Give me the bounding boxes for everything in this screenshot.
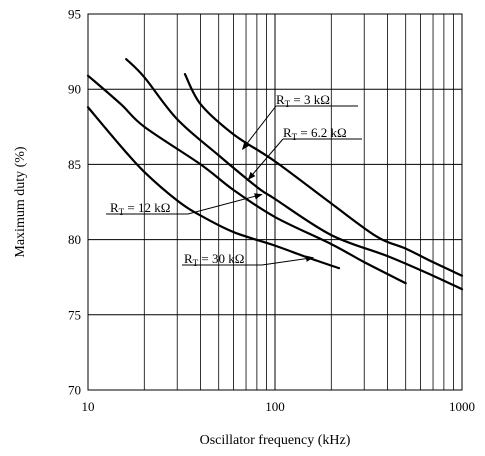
curve-label-2: RT = 6.2 kΩ: [247, 125, 362, 181]
curve-label-text: RT = 12 kΩ: [110, 200, 170, 217]
y-tick-label: 95: [68, 7, 81, 22]
plot-frame: [87, 13, 463, 391]
curve-label-arrow: [187, 193, 263, 215]
series-line-3: [86, 74, 407, 285]
curve-label-1: RT = 3 kΩ: [241, 92, 358, 150]
series-line-1: [183, 73, 464, 277]
curves: [86, 58, 464, 291]
series-line-2: [125, 58, 464, 291]
x-tick-label: 1000: [449, 399, 475, 414]
curve-label-arrow: [261, 255, 314, 266]
y-tick-label: 85: [68, 157, 81, 172]
y-tick-label: 80: [68, 232, 81, 247]
x-axis-label: Oscillator frequency (kHz): [200, 433, 351, 448]
y-tick-label: 70: [68, 383, 81, 398]
y-tick-label: 75: [68, 307, 81, 322]
series-line-4: [86, 106, 341, 270]
x-tick-label: 100: [265, 399, 285, 414]
curve-label-text: RT = 30 kΩ: [184, 251, 244, 268]
curve-label-text: RT = 3 kΩ: [276, 92, 330, 109]
curve-label-3: RT = 12 kΩ: [106, 193, 263, 217]
curve-label-4: RT = 30 kΩ: [182, 251, 314, 268]
y-tick-label: 90: [68, 82, 81, 97]
annotations: RT = 3 kΩ RT = 6.2 kΩ RT = 12 kΩ RT = 30 kΩ: [106, 92, 362, 268]
curve-label-arrow: [241, 105, 277, 150]
x-tick-label: 10: [82, 399, 95, 414]
y-axis-label: Maximum duty (%): [13, 146, 28, 258]
curve-label-text: RT = 6.2 kΩ: [283, 125, 347, 142]
curve-label-arrow: [247, 138, 284, 181]
tick-labels: 70 75 80 85 90 95 10 100 1000: [68, 7, 475, 415]
